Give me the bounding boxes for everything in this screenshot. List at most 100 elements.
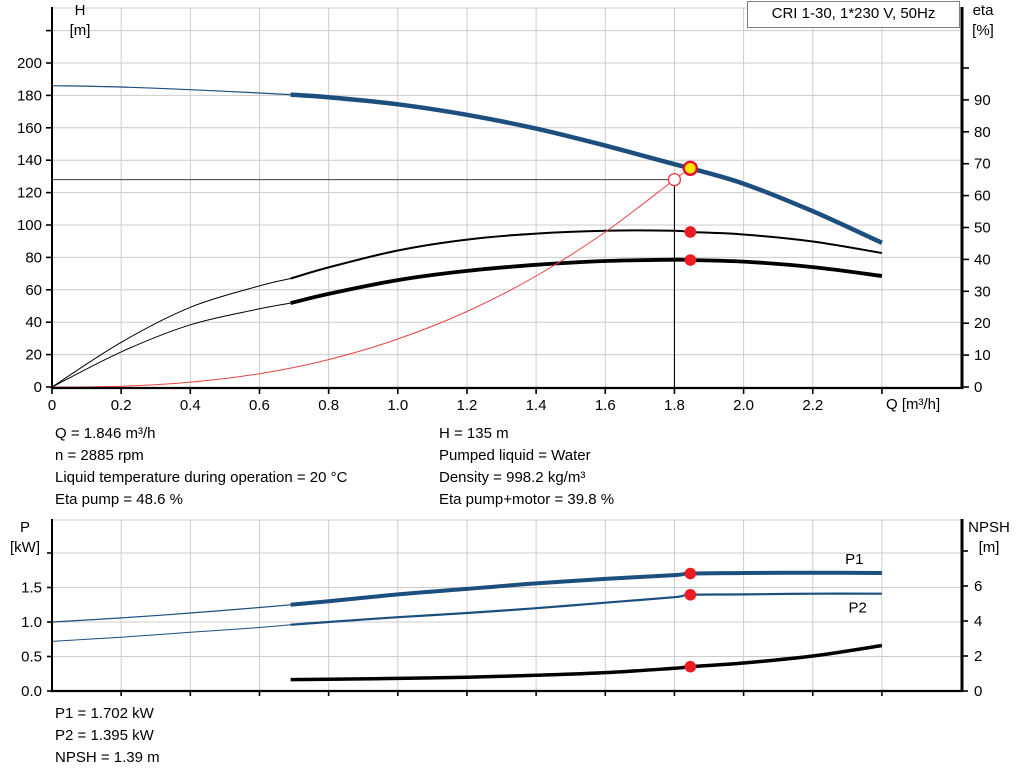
- x-tick-label: 0.8: [318, 397, 339, 414]
- x-tick-label: 1.8: [664, 397, 685, 414]
- npsh-axis-label-symbol: NPSH: [968, 519, 1010, 536]
- p-axis-label-symbol: P: [19, 519, 30, 536]
- left-tick-label: 140: [17, 152, 42, 169]
- curves: [51, 85, 883, 388]
- info-line-liquid: Pumped liquid = Water: [439, 447, 591, 464]
- axes: [51, 519, 964, 693]
- x-tick-label: 0.6: [249, 397, 270, 414]
- gridlines: [52, 519, 962, 691]
- duty-markers: [684, 567, 697, 673]
- left-tick-label: 180: [17, 87, 42, 104]
- duty-info-right: H = 135 m Pumped liquid = Water Density …: [439, 423, 614, 511]
- info-line-density: Density = 998.2 kg/m³: [439, 469, 586, 486]
- left-tick-label: 80: [25, 249, 42, 266]
- curves: P2 P1: [51, 551, 883, 682]
- curve-label-p2: P2: [849, 600, 867, 617]
- x-tick-label: 0: [48, 397, 56, 414]
- right-tick-label: 6: [974, 578, 982, 595]
- curve-p1: [290, 570, 882, 607]
- left-tick-label: 60: [25, 282, 42, 299]
- info-line-eta-pump-motor: Eta pump+motor = 39.8 %: [439, 491, 615, 508]
- right-tick-label: 40: [974, 251, 991, 268]
- right-tick-label: 80: [974, 124, 991, 141]
- info-line-temperature: Liquid temperature during operation = 20…: [55, 469, 348, 486]
- right-tick-label: 70: [974, 156, 991, 173]
- x-tick-label: 1.4: [526, 397, 547, 414]
- left-tick-label: 0: [34, 379, 42, 396]
- left-tick-label: 200: [17, 55, 42, 72]
- left-tick-label: 0.0: [21, 683, 42, 700]
- left-tick-label: 1.0: [21, 614, 42, 631]
- eta-axis-label-symbol: eta: [972, 2, 994, 19]
- eta-pump-motor-duty-point-marker: [684, 254, 697, 266]
- npsh-axis-label-unit: [m]: [978, 539, 1000, 556]
- x-tick-label: 1.0: [387, 397, 408, 414]
- right-tick-label: 4: [974, 613, 982, 630]
- info-line-h: H = 135 m: [439, 425, 509, 442]
- info-line-eta-pump: Eta pump = 48.6 %: [55, 491, 183, 508]
- curve-p2: [290, 592, 882, 626]
- right-tick-label: 90: [974, 92, 991, 109]
- tick-labels: 0 20 40 60 80 100 120 140 160 180 200 0 10 20 30 40 50 60…: [17, 29, 991, 414]
- x-tick-label: 2.0: [733, 397, 754, 414]
- curve-head: [51, 85, 291, 96]
- curve-p2: [51, 624, 291, 642]
- left-tick-label: 160: [17, 120, 42, 137]
- p2-duty-point-marker: [684, 588, 697, 601]
- x-tick-label: 1.2: [457, 397, 478, 414]
- right-tick-label: 0: [974, 683, 982, 700]
- tick-labels: 0.0 0.5 1.0 1.5 0 2 4 6: [21, 550, 982, 700]
- x-tick-label: 1.6: [595, 397, 616, 414]
- left-tick-label: 20: [25, 347, 42, 364]
- right-tick-label: 0: [974, 379, 982, 396]
- x-tick-label: 0.4: [180, 397, 201, 414]
- curve-p1: [51, 604, 291, 623]
- right-tick-label: 10: [974, 347, 991, 364]
- curve-eta_pump_motor: [51, 302, 291, 388]
- gridlines: [52, 7, 962, 388]
- curve-npsh: [290, 643, 883, 682]
- duty-markers: [667, 160, 699, 266]
- p1-duty-point-marker: [684, 567, 697, 580]
- hq-eta-chart: 0 20 40 60 80 100 120 140 160 180 200 0 10 20 30 40 50 60…: [17, 7, 991, 414]
- npsh-axis-label: NPSH [m]: [962, 518, 1016, 558]
- info-line-p2: P2 = 1.395 kW: [55, 727, 154, 744]
- eta-axis-label-unit: [%]: [972, 22, 994, 39]
- right-tick-label: 50: [974, 220, 991, 237]
- info-line-npsh: NPSH = 1.39 m: [55, 749, 160, 766]
- requested-duty-point-marker: [667, 172, 682, 187]
- left-tick-label: 100: [17, 217, 42, 234]
- eta-axis-label: eta [%]: [962, 1, 1004, 41]
- duty-point-marker[interactable]: [682, 160, 699, 177]
- h-axis-label: H [m]: [60, 1, 100, 41]
- npsh-duty-point-marker: [684, 660, 697, 673]
- x-tick-label: 0.2: [111, 397, 132, 414]
- h-axis-label-symbol: H: [74, 2, 86, 19]
- left-tick-label: 40: [25, 314, 42, 331]
- power-npsh-chart: P2 P1 0.0 0.5 1.0 1.5 0 2 4 6: [21, 519, 982, 700]
- h-axis-label-unit: [m]: [69, 22, 91, 39]
- info-line-q: Q = 1.846 m³/h: [55, 425, 156, 442]
- pump-type-label: CRI 1-30, 1*230 V, 50Hz: [747, 1, 960, 28]
- duty-guides: [52, 179, 675, 387]
- x-tick-label: 2.2: [802, 397, 823, 414]
- p-axis-label-unit: [kW]: [10, 539, 40, 556]
- info-line-speed: n = 2885 rpm: [55, 447, 144, 464]
- curve-eta_pump_motor: [290, 257, 883, 305]
- axes: [51, 7, 964, 390]
- curve-eta_pump: [290, 229, 883, 280]
- right-tick-label: 20: [974, 315, 991, 332]
- curve-eta_pump: [51, 278, 291, 388]
- left-tick-label: 120: [17, 185, 42, 202]
- eta-pump-duty-point-marker: [684, 226, 697, 238]
- curve-system_curve: [51, 167, 691, 388]
- p-axis-label: P [kW]: [5, 518, 45, 558]
- info-line-p1: P1 = 1.702 kW: [55, 705, 154, 722]
- q-axis-label: Q [m³/h]: [886, 396, 941, 413]
- right-tick-label: 60: [974, 188, 991, 205]
- curve-head: [290, 92, 883, 245]
- power-info: P1 = 1.702 kW P2 = 1.395 kW NPSH = 1.39 …: [55, 703, 160, 769]
- left-tick-label: 0.5: [21, 649, 42, 666]
- left-tick-label: 1.5: [21, 580, 42, 597]
